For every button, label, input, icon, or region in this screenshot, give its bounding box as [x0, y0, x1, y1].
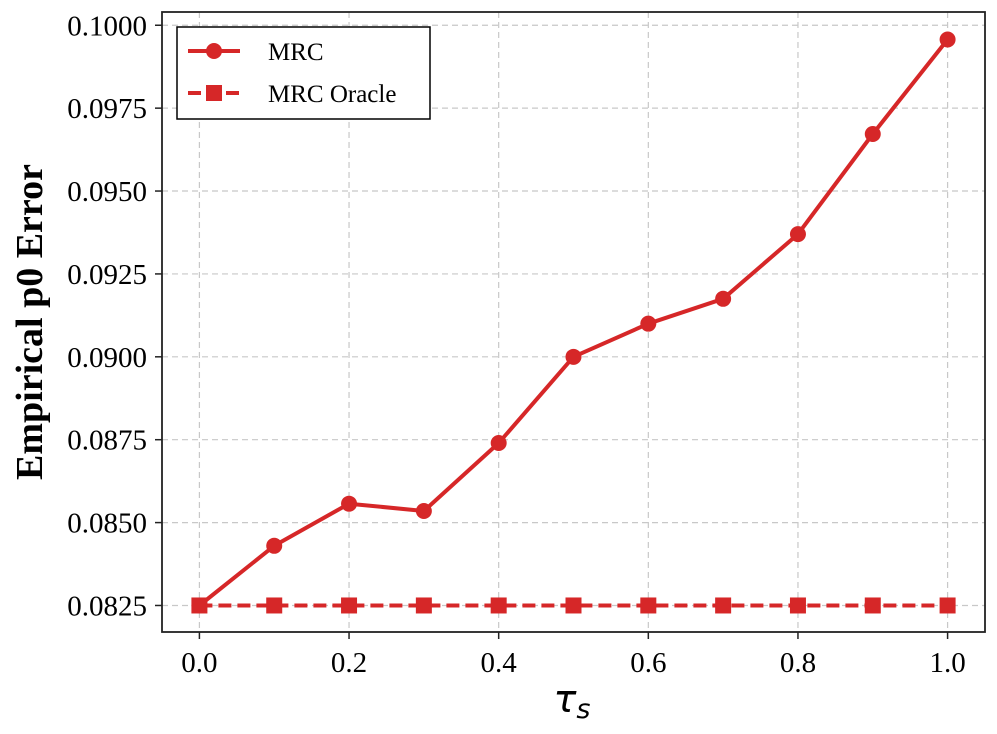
- axis-ticks: 0.0 0.2 0.4 0.6 0.8 1.0 0.0825 0.0850 0.0875 0.09…: [67, 10, 965, 679]
- data-point-mrc-oracle: [490, 597, 507, 614]
- legend-box: [176, 26, 431, 120]
- data-point-mrc: [715, 290, 732, 307]
- data-point-mrc: [565, 348, 582, 365]
- data-point-mrc-oracle: [715, 597, 732, 614]
- data-point-mrc: [640, 315, 657, 332]
- x-tick-label: 0.2: [331, 647, 367, 679]
- x-axis-label-subscript: s: [576, 694, 590, 725]
- y-tick-label: 0.0825: [67, 590, 147, 622]
- x-tick-label: 0.4: [481, 647, 518, 679]
- data-point-mrc: [789, 226, 806, 243]
- data-point-mrc-oracle: [939, 597, 956, 614]
- legend-marker-mrc-oracle: [206, 85, 222, 101]
- data-point-mrc-oracle: [341, 597, 358, 614]
- x-tick-label: 0.6: [630, 647, 666, 679]
- series-line-mrc: [198, 38, 950, 608]
- data-point-mrc-oracle: [415, 597, 432, 614]
- data-point-mrc-oracle: [640, 597, 657, 614]
- y-tick-label: 0.0925: [67, 259, 147, 291]
- y-tick-label: 0.0900: [67, 342, 147, 374]
- y-tick-label: 0.1000: [67, 10, 147, 42]
- data-point-mrc: [415, 502, 432, 519]
- series-layer: [191, 31, 956, 614]
- plot-frame: [161, 11, 986, 633]
- x-tick-label: 1.0: [929, 647, 965, 679]
- y-axis-label: Empirical p0 Error: [9, 164, 51, 480]
- legend-label-mrc-oracle: MRC Oracle: [268, 81, 396, 108]
- y-tick-label: 0.0975: [67, 93, 147, 125]
- data-point-mrc: [864, 126, 881, 143]
- data-point-mrc: [266, 537, 283, 554]
- y-tick-label: 0.0875: [67, 425, 147, 457]
- legend: MRC MRC Oracle: [176, 26, 431, 120]
- y-tick-label: 0.0850: [67, 508, 147, 540]
- data-point-mrc: [939, 31, 956, 48]
- y-tick-label: 0.0950: [67, 176, 147, 208]
- x-tick-label: 0.0: [181, 647, 217, 679]
- data-point-mrc-oracle: [266, 597, 283, 614]
- data-point-mrc-oracle: [864, 597, 881, 614]
- x-axis-label: τs: [554, 677, 591, 725]
- data-point-mrc: [490, 435, 507, 452]
- x-axis-label-symbol: τ: [554, 677, 578, 721]
- x-tick-label: 0.8: [780, 647, 816, 679]
- data-point-mrc-oracle: [191, 597, 208, 614]
- data-point-mrc-oracle: [565, 597, 582, 614]
- data-point-mrc: [341, 495, 358, 512]
- data-point-mrc-oracle: [789, 597, 806, 614]
- legend-label-mrc: MRC: [268, 39, 324, 66]
- legend-marker-mrc: [206, 43, 222, 59]
